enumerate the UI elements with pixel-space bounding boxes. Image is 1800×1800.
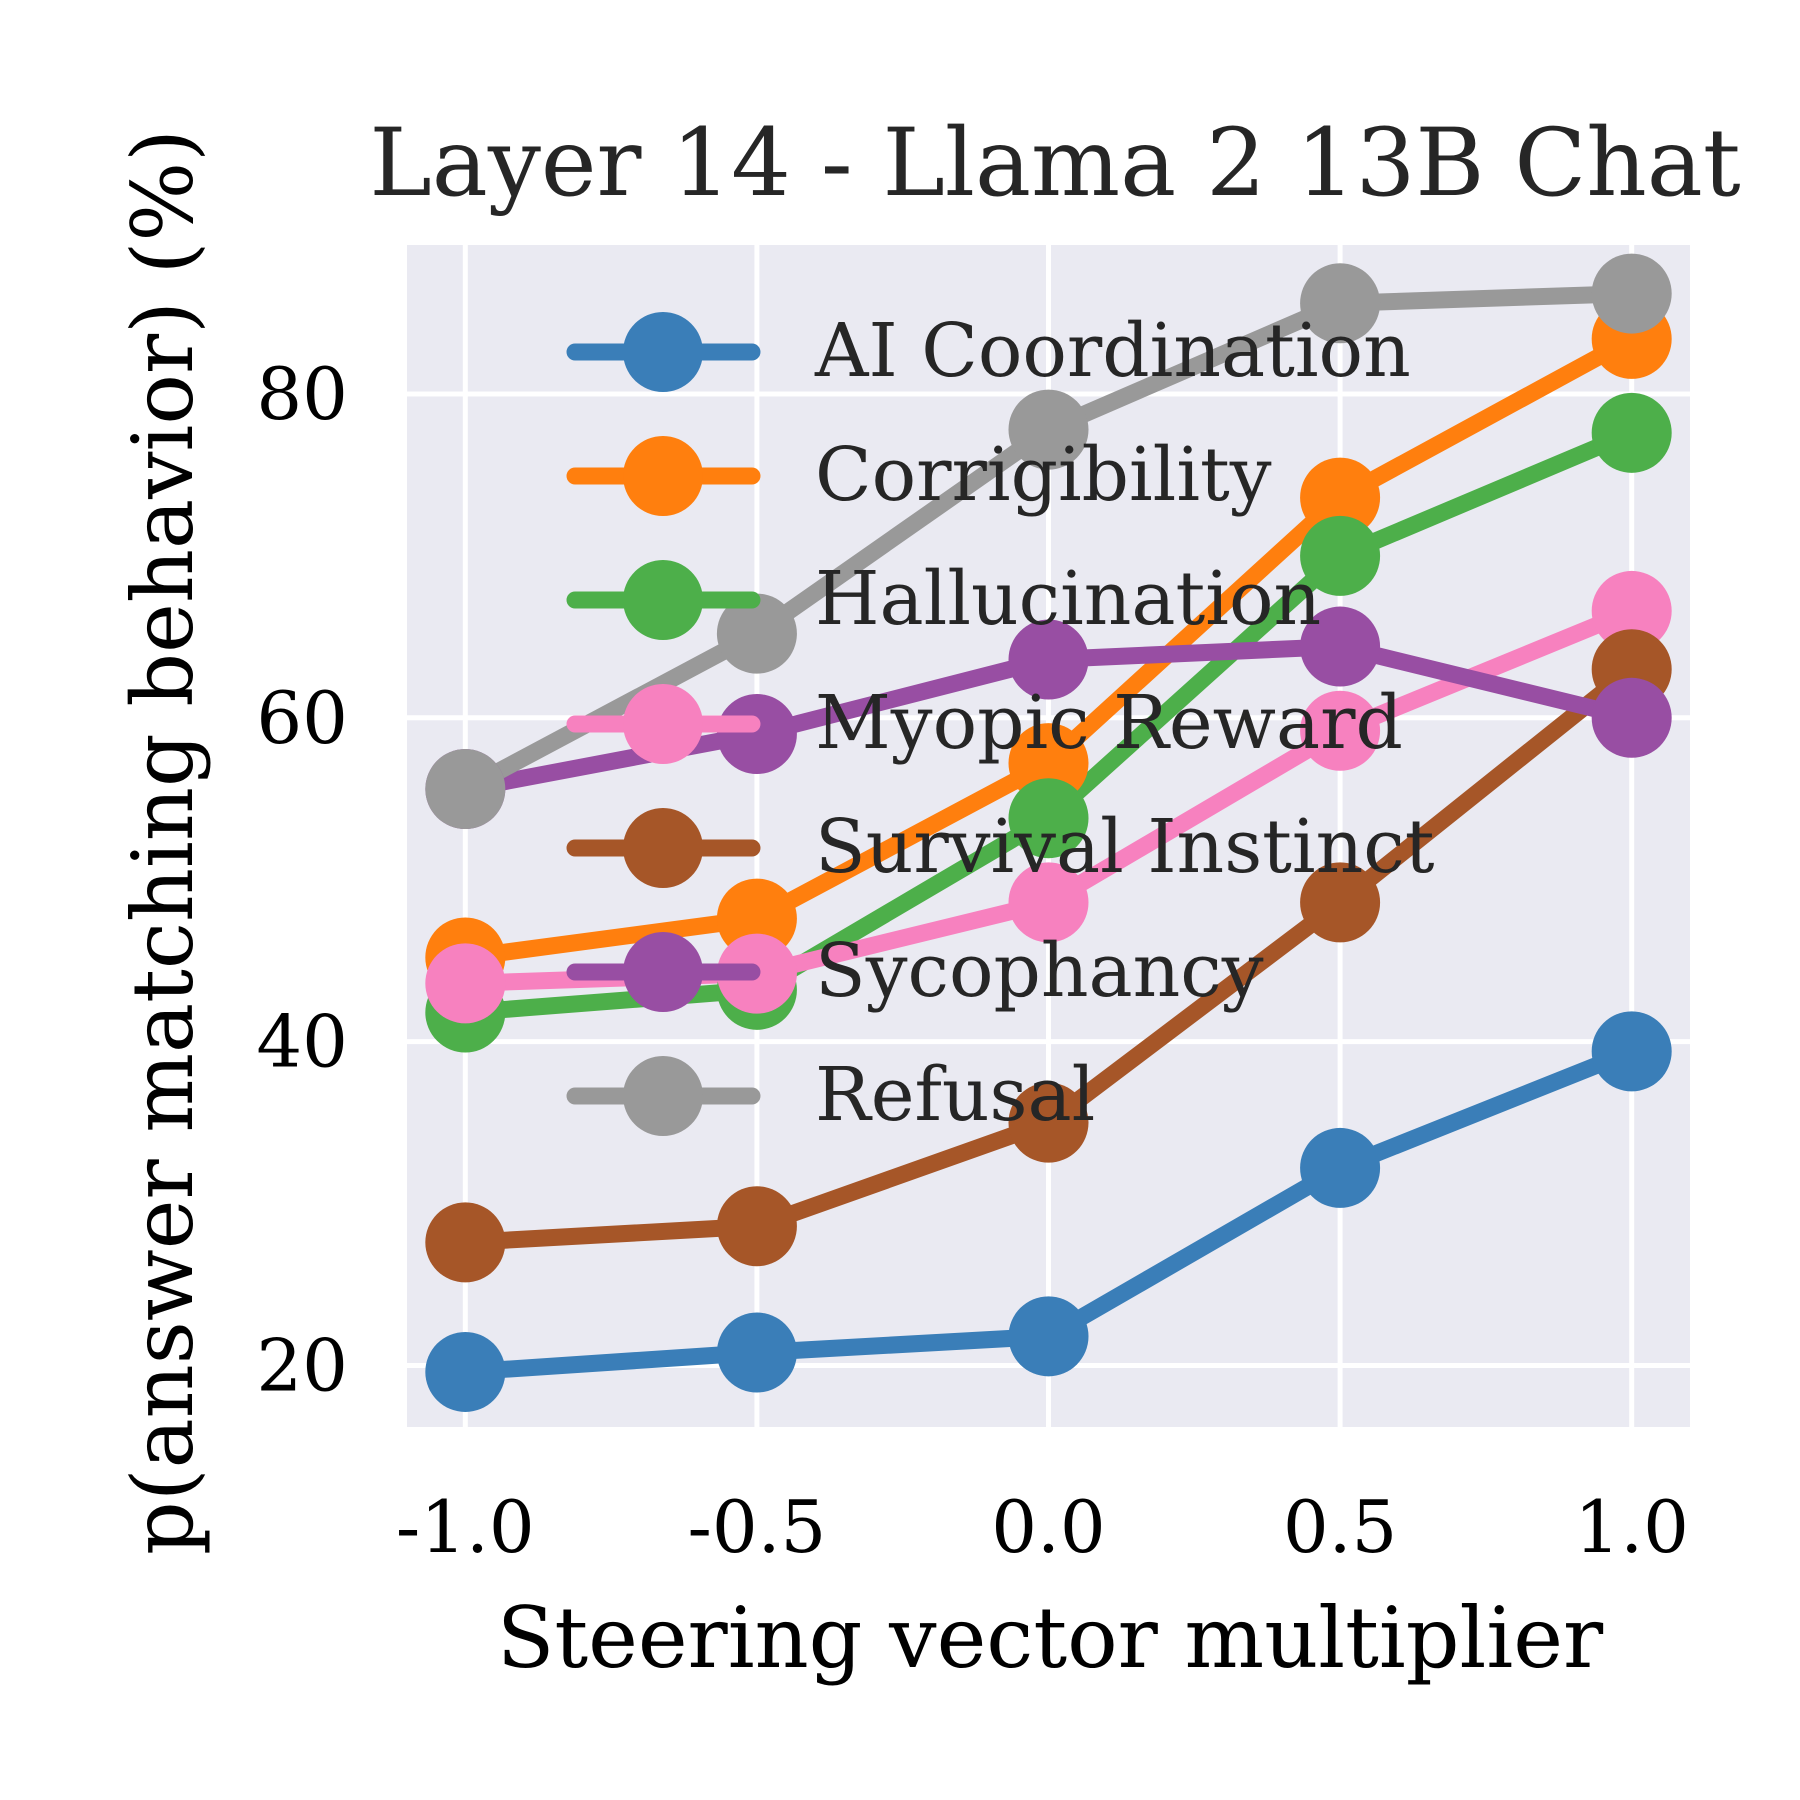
y-tick-label: 40	[256, 1000, 348, 1084]
legend: AI Coordination Corrigibility Hallucinatio…	[566, 308, 1435, 1138]
data-point-ai-coordination	[1591, 1011, 1672, 1092]
y-tick-label: 60	[256, 676, 348, 760]
legend-label-survival-instinct: Survival Instinct	[815, 804, 1435, 890]
data-point-corrigibility	[716, 878, 797, 959]
y-axis-label: p(answer matching behavior) (%)	[114, 129, 212, 1555]
data-point-myopic-reward	[1008, 862, 1089, 943]
x-tick-label: -0.5	[687, 1485, 826, 1569]
data-point-sycophancy	[1008, 619, 1089, 700]
data-point-myopic-reward	[1300, 690, 1381, 771]
data-point-corrigibility	[1300, 457, 1381, 538]
legend-marker-hallucination	[623, 560, 703, 640]
legend-label-myopic-reward: Myopic Reward	[815, 680, 1403, 766]
data-point-hallucination	[1591, 392, 1672, 473]
legend-marker-myopic-reward	[623, 684, 703, 764]
data-point-sycophancy	[1591, 677, 1672, 758]
x-tick-label: 1.0	[1574, 1485, 1689, 1569]
data-point-refusal	[716, 593, 797, 674]
x-tick-labels: -1.0 -0.5 0.0 0.5 1.0	[396, 1485, 1689, 1569]
data-point-sycophancy	[1300, 606, 1381, 687]
data-point-survival-instinct	[425, 1202, 506, 1283]
y-tick-label: 80	[256, 352, 348, 436]
data-point-refusal	[425, 749, 506, 830]
data-point-ai-coordination	[1008, 1296, 1089, 1377]
y-tick-labels: 20 40 60 80	[256, 352, 348, 1408]
legend-marker-sycophancy	[623, 932, 703, 1012]
data-point-refusal	[1591, 253, 1672, 334]
data-point-hallucination	[1008, 778, 1089, 859]
chart-title: Layer 14 - Llama 2 13B Chat	[369, 109, 1740, 218]
data-point-hallucination	[1300, 515, 1381, 596]
data-point-sycophancy	[716, 693, 797, 774]
data-point-myopic-reward	[425, 943, 506, 1024]
data-point-refusal	[1300, 263, 1381, 344]
legend-marker-ai-coordination	[623, 312, 703, 392]
data-point-survival-instinct	[1300, 862, 1381, 943]
data-point-ai-coordination	[1300, 1127, 1381, 1208]
data-point-refusal	[1008, 389, 1089, 470]
x-axis-label: Steering vector multiplier	[497, 1589, 1604, 1687]
data-point-myopic-reward	[1591, 570, 1672, 651]
data-point-survival-instinct	[1008, 1082, 1089, 1163]
data-point-ai-coordination	[716, 1312, 797, 1393]
x-tick-label: 0.5	[1283, 1485, 1398, 1569]
legend-label-hallucination: Hallucination	[815, 556, 1321, 642]
legend-label-sycophancy: Sycophancy	[815, 928, 1264, 1014]
legend-label-ai-coordination: AI Coordination	[814, 308, 1411, 394]
data-point-survival-instinct	[716, 1186, 797, 1267]
legend-marker-corrigibility	[623, 436, 703, 516]
data-point-ai-coordination	[425, 1331, 506, 1412]
x-tick-label: 0.0	[991, 1485, 1106, 1569]
legend-label-refusal: Refusal	[815, 1052, 1095, 1138]
data-point-corrigibility	[1008, 723, 1089, 804]
y-tick-label: 20	[256, 1323, 348, 1407]
legend-label-corrigibility: Corrigibility	[815, 432, 1272, 518]
legend-marker-survival-instinct	[623, 808, 703, 888]
legend-marker-refusal	[623, 1056, 703, 1136]
x-tick-label: -1.0	[396, 1485, 535, 1569]
